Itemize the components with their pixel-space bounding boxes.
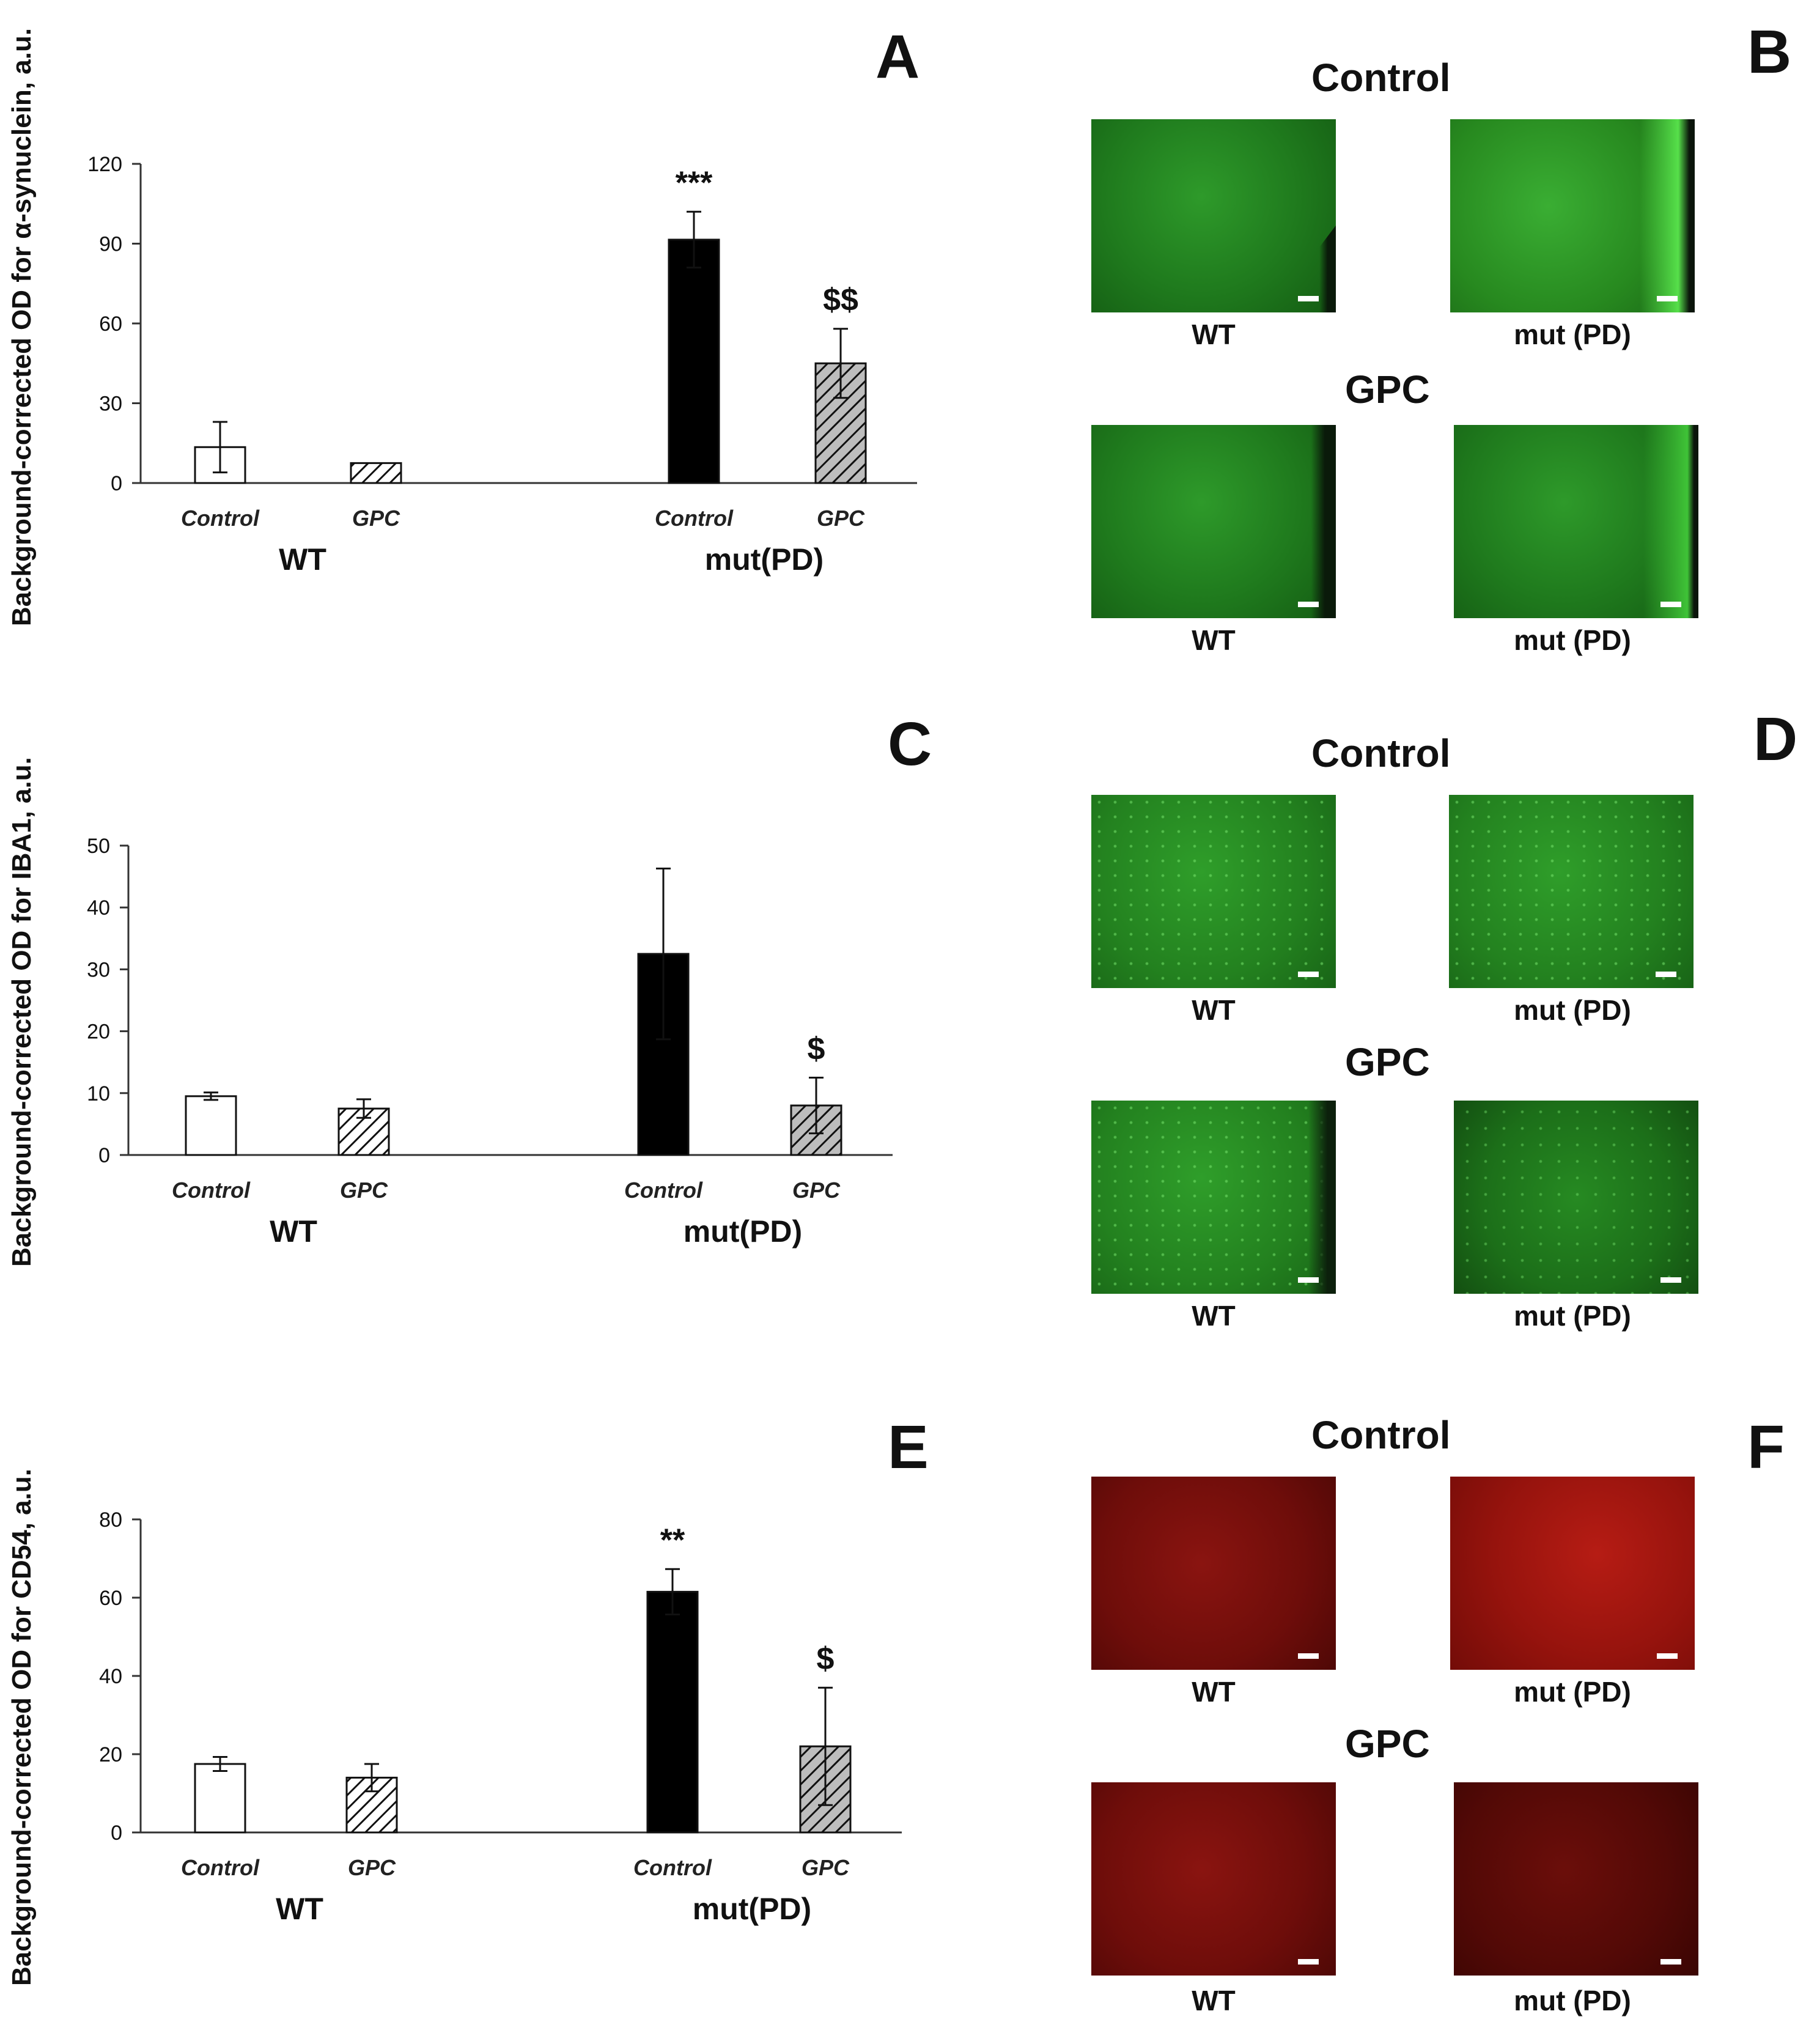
category-label: GPC bbox=[817, 506, 865, 531]
condition-title-control: Control bbox=[1311, 731, 1451, 775]
y-axis-label: Background-corrected OD for α-synuclein,… bbox=[7, 28, 37, 626]
label-mut: mut (PD) bbox=[1514, 1300, 1631, 1332]
panel-letter-e: E bbox=[888, 1413, 929, 1481]
bar bbox=[668, 238, 720, 484]
group-label: mut(PD) bbox=[684, 1214, 802, 1249]
label-wt: WT bbox=[1192, 1300, 1236, 1332]
label-wt: WT bbox=[1192, 624, 1236, 656]
label-mut: mut (PD) bbox=[1514, 1985, 1631, 2016]
y-axis-label: Background-corrected OD for IBA1, a.u. bbox=[7, 757, 37, 1267]
micrograph-mut-gpc bbox=[1454, 425, 1698, 618]
group-label: WT bbox=[279, 542, 326, 577]
condition-title-gpc: GPC bbox=[1345, 1040, 1430, 1084]
y-axis-label: Background-corrected OD for CD54, a.u. bbox=[7, 1469, 37, 1986]
significance-label: *** bbox=[676, 165, 713, 201]
label-mut: mut (PD) bbox=[1514, 994, 1631, 1026]
category-label: Control bbox=[655, 506, 734, 531]
y-tick-label: 50 bbox=[87, 835, 110, 858]
category-label: GPC bbox=[802, 1855, 850, 1880]
panel-letter-d: D bbox=[1753, 705, 1798, 773]
micrograph-panel-f: Control WT mut (PD) GPC WT mut (PD) bbox=[1088, 1412, 1773, 2036]
panel-letter-c: C bbox=[888, 710, 932, 778]
group-label: mut(PD) bbox=[693, 1892, 811, 1926]
category-label: Control bbox=[624, 1178, 703, 1203]
significance-label: ** bbox=[660, 1522, 685, 1558]
chart-c: 0 10 20 30 40 50 Background-corrected OD for I… bbox=[7, 757, 893, 1267]
condition-title-gpc: GPC bbox=[1345, 1722, 1430, 1766]
group-label: WT bbox=[270, 1214, 317, 1249]
bar bbox=[194, 1763, 246, 1834]
micrograph-wt-gpc bbox=[1091, 1101, 1336, 1294]
category-label: GPC bbox=[348, 1855, 396, 1880]
micrograph-mut-control bbox=[1450, 119, 1695, 312]
category-label: GPC bbox=[352, 506, 400, 531]
label-wt: WT bbox=[1192, 319, 1236, 350]
y-tick-label: 30 bbox=[87, 958, 110, 981]
category-label: GPC bbox=[340, 1178, 388, 1203]
category-label: Control bbox=[172, 1178, 251, 1203]
micrograph-wt-control bbox=[1091, 1477, 1336, 1670]
category-label: Control bbox=[633, 1855, 712, 1880]
group-label: mut(PD) bbox=[705, 542, 824, 577]
y-tick-label: 80 bbox=[99, 1508, 122, 1532]
micrograph-mut-gpc bbox=[1454, 1101, 1698, 1294]
panel-letter-a: A bbox=[875, 23, 920, 91]
micrograph-panel-b: Control WT mut (PD) GPC WT mut (PD) bbox=[1088, 55, 1773, 666]
condition-title-gpc: GPC bbox=[1345, 367, 1430, 411]
y-tick-label: 40 bbox=[99, 1665, 122, 1688]
label-wt: WT bbox=[1192, 1676, 1236, 1708]
micrograph-wt-control bbox=[1091, 795, 1336, 988]
y-tick-label: 60 bbox=[99, 1587, 122, 1610]
micrograph-wt-control bbox=[1091, 119, 1336, 312]
significance-label: $ bbox=[817, 1641, 835, 1677]
significance-label: $ bbox=[808, 1031, 825, 1067]
label-wt: WT bbox=[1192, 994, 1236, 1026]
y-tick-label: 20 bbox=[99, 1743, 122, 1766]
y-tick-label: 0 bbox=[98, 1144, 110, 1167]
chart-a: 0 30 60 90 120 Background-corrected OD for α-… bbox=[7, 28, 917, 626]
condition-title-control: Control bbox=[1311, 1413, 1451, 1457]
micrograph-wt-gpc bbox=[1091, 425, 1336, 618]
micrograph-mut-gpc bbox=[1454, 1782, 1698, 1976]
micrograph-panel-d: Control WT mut (PD) GPC WT mut (PD) bbox=[1088, 731, 1773, 1342]
label-mut: mut (PD) bbox=[1514, 1676, 1631, 1708]
bar bbox=[350, 462, 402, 484]
category-label: Control bbox=[181, 506, 260, 531]
micrograph-mut-control bbox=[1450, 1477, 1695, 1670]
category-label: Control bbox=[181, 1855, 260, 1880]
group-label: WT bbox=[276, 1892, 323, 1926]
micrograph-mut-control bbox=[1449, 795, 1694, 988]
bar bbox=[646, 1590, 699, 1834]
micrograph-wt-gpc bbox=[1091, 1782, 1336, 1976]
label-mut: mut (PD) bbox=[1514, 624, 1631, 656]
y-tick-label: 20 bbox=[87, 1020, 110, 1044]
bar bbox=[185, 1095, 237, 1156]
y-tick-label: 40 bbox=[87, 896, 110, 920]
significance-label: $$ bbox=[823, 282, 858, 318]
y-tick-label: 120 bbox=[87, 153, 122, 176]
panel-letter-b: B bbox=[1747, 18, 1792, 86]
category-label: GPC bbox=[792, 1178, 841, 1203]
y-tick-label: 90 bbox=[99, 233, 122, 256]
y-tick-label: 10 bbox=[87, 1082, 110, 1105]
label-mut: mut (PD) bbox=[1514, 319, 1631, 350]
panel-letter-f: F bbox=[1747, 1413, 1785, 1481]
y-tick-label: 0 bbox=[111, 472, 122, 495]
chart-e: 0 20 40 60 80 Background-corrected OD for CD5… bbox=[7, 1469, 902, 1986]
label-wt: WT bbox=[1192, 1985, 1236, 2016]
y-tick-label: 0 bbox=[111, 1821, 122, 1845]
y-tick-label: 30 bbox=[99, 393, 122, 416]
condition-title-control: Control bbox=[1311, 56, 1451, 100]
y-tick-label: 60 bbox=[99, 312, 122, 336]
